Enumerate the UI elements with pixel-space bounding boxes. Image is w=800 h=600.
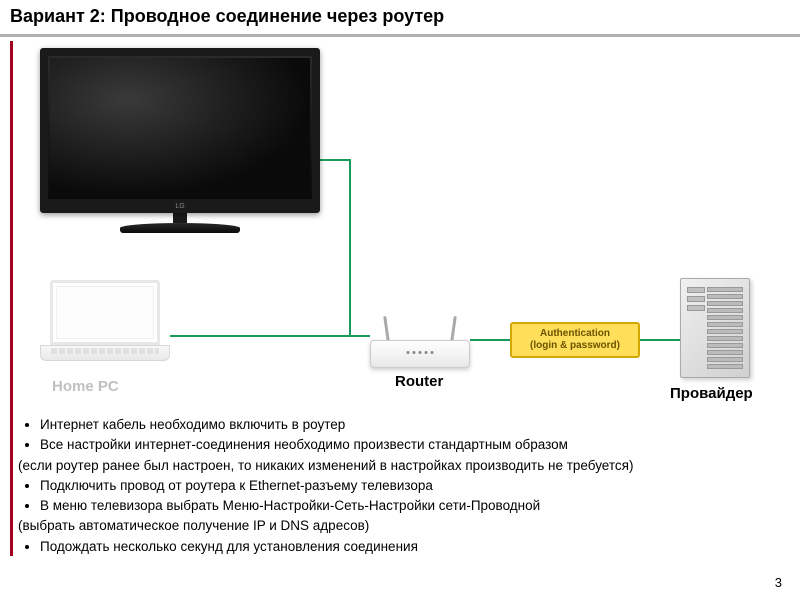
tv-brand-label: LG <box>175 203 184 210</box>
auth-line-1: Authentication <box>540 328 610 340</box>
page-number: 3 <box>775 575 782 590</box>
provider-label: Провайдер <box>670 385 753 402</box>
divider-left <box>10 41 13 556</box>
bullet-item: Интернет кабель необходимо включить в ро… <box>40 415 780 435</box>
page-title: Вариант 2: Проводное соединение через ро… <box>10 6 444 27</box>
router-device <box>370 318 470 368</box>
bullet-item: В меню телевизора выбрать Меню-Настройки… <box>40 496 780 516</box>
server-device <box>680 278 750 378</box>
tv-device: LG <box>40 48 320 233</box>
auth-line-2: (login & password) <box>530 340 620 352</box>
divider-top <box>0 34 800 37</box>
bullet-list: Интернет кабель необходимо включить в ро… <box>18 415 780 557</box>
bullet-note: (выбрать автоматическое получение IP и D… <box>18 516 780 536</box>
bullet-item: Подождать несколько секунд для установле… <box>40 537 780 557</box>
laptop-device <box>40 280 170 370</box>
bullet-item: Все настройки интернет-соединения необхо… <box>40 435 780 455</box>
auth-box: Authentication (login & password) <box>510 322 640 358</box>
bullet-item: Подключить провод от роутера к Ethernet-… <box>40 476 780 496</box>
bullet-note: (если роутер ранее был настроен, то ника… <box>18 456 780 476</box>
router-label: Router <box>395 373 443 390</box>
laptop-label: Home PC <box>52 378 119 395</box>
